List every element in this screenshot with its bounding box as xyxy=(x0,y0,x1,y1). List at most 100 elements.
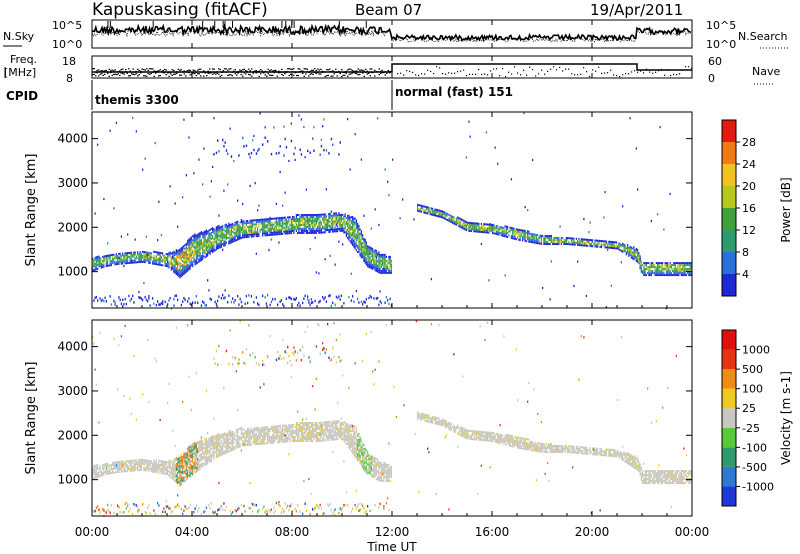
power-cell xyxy=(659,266,661,269)
power-cell xyxy=(285,220,287,223)
power-cell xyxy=(289,232,291,235)
power-cell xyxy=(643,268,645,271)
power-cell xyxy=(340,229,342,232)
velocity-cell xyxy=(134,463,136,466)
velocity-cell xyxy=(164,472,166,475)
power-cell xyxy=(237,222,239,225)
power-cell xyxy=(484,231,486,234)
power-cell xyxy=(263,226,265,229)
power-cell xyxy=(670,266,672,269)
velocity-cell xyxy=(97,467,99,470)
velocity-cell xyxy=(232,436,234,439)
power-cell xyxy=(440,216,442,219)
power-cell xyxy=(638,254,640,257)
velocity-cell xyxy=(137,469,139,472)
velocity-cell xyxy=(170,460,172,463)
power-cell xyxy=(313,227,315,230)
power-cell xyxy=(224,240,226,243)
power-cell xyxy=(189,249,191,252)
freq-dot xyxy=(350,73,352,75)
power-cell xyxy=(658,272,660,275)
velocity-cell xyxy=(94,368,96,371)
power-cell xyxy=(370,227,373,230)
power-cell xyxy=(312,227,314,230)
power-cell xyxy=(327,225,329,228)
power-cell xyxy=(190,248,192,251)
power-cell xyxy=(594,241,596,244)
freq-dot xyxy=(365,68,367,70)
power-cell xyxy=(129,261,131,264)
velocity-cell xyxy=(132,461,134,464)
power-cell xyxy=(208,247,210,250)
power-cell xyxy=(278,221,280,224)
power-cell xyxy=(193,234,195,237)
velocity-cell xyxy=(187,461,189,464)
velocity-cell xyxy=(164,466,166,469)
power-cell xyxy=(215,238,217,241)
power-cell xyxy=(195,240,197,243)
velocity-cell xyxy=(229,329,231,332)
freq-dot xyxy=(119,70,121,72)
power-colorbar-segment xyxy=(722,230,736,252)
power-cell xyxy=(375,249,377,252)
power-cell xyxy=(470,230,472,233)
power-cell xyxy=(605,246,607,249)
power-cell xyxy=(189,265,191,268)
velocity-cell xyxy=(92,467,94,470)
freq-dot xyxy=(339,72,341,75)
power-cell xyxy=(309,247,311,251)
power-cell xyxy=(227,227,229,230)
velocity-cell xyxy=(200,439,202,442)
velocity-cell xyxy=(192,469,194,472)
freq-dot xyxy=(293,74,295,76)
power-cell xyxy=(354,237,356,240)
power-cell xyxy=(680,272,682,275)
power-cell xyxy=(288,222,290,225)
power-cell xyxy=(257,149,259,153)
power-ylabel: Slant Range [km] xyxy=(24,154,39,267)
power-cell xyxy=(382,267,384,270)
power-cell xyxy=(503,226,505,229)
power-cell xyxy=(303,125,305,129)
power-cell xyxy=(607,246,609,249)
power-cell xyxy=(190,258,192,261)
power-cell xyxy=(360,254,362,257)
velocity-cell xyxy=(190,444,192,447)
power-cell xyxy=(678,264,680,267)
velocity-cell xyxy=(189,461,191,464)
velocity-cell xyxy=(218,508,220,511)
power-cell xyxy=(305,229,307,232)
power-cell xyxy=(268,218,270,221)
power-cell xyxy=(175,272,177,275)
power-cell xyxy=(438,209,440,212)
power-cell xyxy=(149,252,151,255)
power-cell xyxy=(120,254,122,257)
power-cell xyxy=(430,213,432,216)
power-cell xyxy=(239,231,241,234)
power-cell xyxy=(339,225,341,228)
power-cell xyxy=(370,255,372,258)
nave-dot xyxy=(451,72,453,74)
velocity-cell xyxy=(142,462,144,465)
power-cell xyxy=(675,274,677,277)
power-cell xyxy=(198,250,200,253)
velocity-cell xyxy=(213,440,215,443)
power-cell xyxy=(300,217,302,220)
velocity-cell xyxy=(147,467,149,470)
power-cell xyxy=(364,238,366,241)
velocity-cell xyxy=(134,467,136,470)
power-cell xyxy=(257,229,259,232)
power-cell xyxy=(282,228,284,231)
velocity-cell xyxy=(123,462,125,465)
velocity-cell xyxy=(162,466,164,469)
velocity-cell xyxy=(135,461,137,464)
power-cell xyxy=(132,261,134,264)
velocity-cell xyxy=(110,468,112,471)
power-cell xyxy=(215,234,217,237)
velocity-cell xyxy=(164,462,166,465)
power-cell xyxy=(109,254,111,257)
power-cell xyxy=(184,271,186,274)
power-cell xyxy=(169,185,171,188)
power-cell xyxy=(623,247,625,250)
power-cell xyxy=(263,218,265,221)
